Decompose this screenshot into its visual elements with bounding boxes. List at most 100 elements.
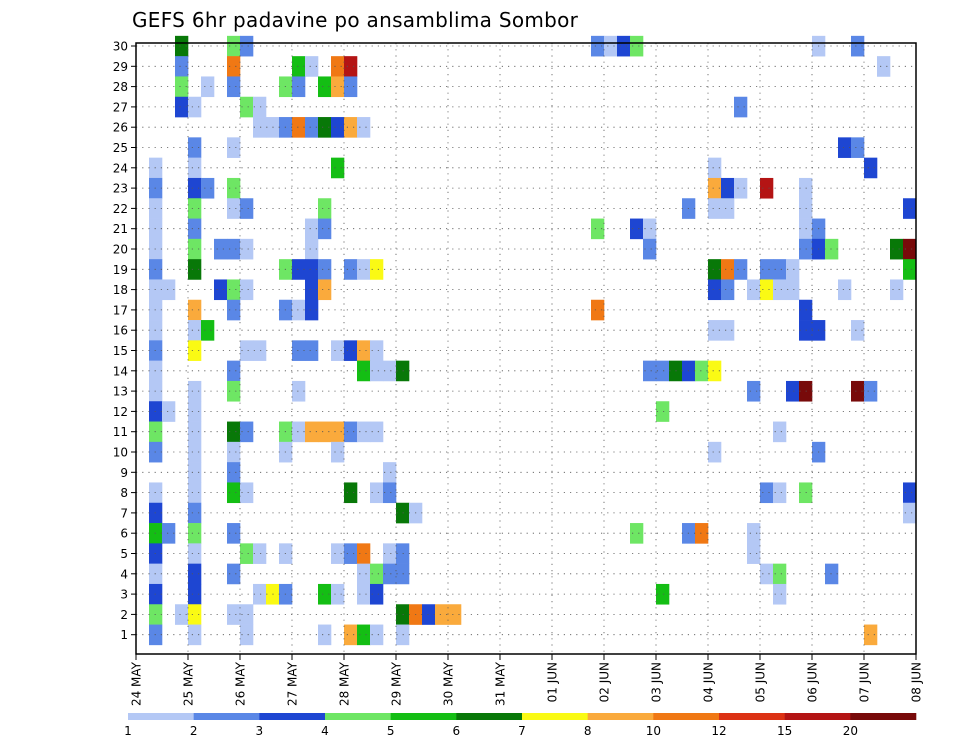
y-axis-ticks: 1234567891011121314151617181920212223242…: [113, 40, 136, 642]
grid-lines: [136, 43, 916, 654]
colorbar-swatch: [784, 713, 851, 720]
colorbar-label: 7: [518, 724, 526, 738]
cell-member-22-step-8: [240, 198, 254, 219]
cell-member-19-step-44: [708, 259, 722, 280]
cell-member-14-step-7: [227, 360, 241, 382]
cell-member-18-step-48: [760, 279, 774, 301]
cell-member-18-step-50: [786, 279, 800, 301]
cell-member-12-step-2: [162, 401, 176, 422]
cell-member-30-step-3: [175, 35, 189, 57]
cell-member-29-step-57: [877, 56, 891, 77]
y-tick-label: 12: [113, 405, 128, 419]
cell-member-13-step-7: [227, 380, 241, 402]
cell-member-9-step-4: [188, 462, 202, 483]
cell-member-11-step-49: [773, 421, 787, 443]
cell-member-10-step-4: [188, 441, 202, 463]
y-tick-label: 30: [113, 40, 128, 54]
x-tick-label: 04 JUN: [702, 662, 716, 702]
x-tick-label: 28 MAY: [338, 661, 352, 706]
cell-member-29-step-7: [227, 56, 241, 77]
cell-member-16-step-45: [721, 320, 735, 341]
cell-member-18-step-44: [708, 279, 722, 301]
cell-member-9-step-7: [227, 462, 241, 483]
colorbar-swatch: [653, 713, 720, 720]
cell-member-30-step-38: [630, 35, 644, 57]
cell-member-20-step-59: [903, 238, 917, 260]
cell-member-27-step-8: [240, 96, 254, 118]
cell-member-8-step-19: [383, 482, 397, 504]
cell-member-14-step-19: [383, 360, 397, 382]
cell-member-18-step-2: [162, 279, 176, 301]
cell-member-19-step-45: [721, 259, 735, 280]
cell-member-29-step-12: [292, 56, 306, 77]
cell-member-11-step-18: [370, 421, 384, 443]
cell-member-29-step-15: [331, 56, 345, 77]
y-tick-label: 6: [120, 527, 128, 541]
cell-member-15-step-17: [357, 340, 371, 361]
y-tick-label: 16: [113, 324, 128, 338]
cell-member-18-step-13: [305, 279, 319, 301]
cell-member-2-step-4: [188, 604, 202, 625]
cell-member-3-step-4: [188, 583, 202, 605]
heatmap-cells: [149, 35, 917, 646]
cell-member-13-step-12: [292, 380, 306, 402]
cell-member-11-step-4: [188, 421, 202, 443]
cell-member-2-step-8: [240, 604, 254, 625]
colorbar-swatch: [522, 713, 588, 720]
cell-member-13-step-55: [851, 380, 865, 402]
cell-member-25-step-7: [227, 137, 241, 158]
colorbar-swatch: [390, 713, 457, 720]
cell-member-19-step-46: [734, 259, 748, 280]
cell-member-11-step-13: [305, 421, 319, 443]
cell-member-16-step-5: [201, 320, 215, 341]
cell-member-23-step-46: [734, 177, 748, 199]
cell-member-15-step-8: [240, 340, 254, 361]
cell-member-5-step-4: [188, 543, 202, 564]
cell-member-11-step-15: [331, 421, 345, 443]
cell-member-27-step-46: [734, 96, 748, 118]
cell-member-19-step-16: [344, 259, 358, 280]
cell-member-26-step-14: [318, 117, 332, 138]
cell-member-29-step-3: [175, 56, 189, 77]
x-tick-label: 31 MAY: [494, 661, 508, 706]
cell-member-4-step-18: [370, 563, 384, 585]
cell-member-1-step-14: [318, 624, 332, 646]
y-tick-label: 25: [113, 141, 128, 155]
cell-member-15-step-16: [344, 340, 358, 361]
cell-member-2-step-7: [227, 604, 241, 625]
cell-member-17-step-35: [591, 299, 605, 321]
colorbar-label: 1: [124, 724, 132, 738]
x-tick-label: 29 MAY: [390, 661, 404, 706]
cell-member-11-step-16: [344, 421, 358, 443]
cell-member-19-step-17: [357, 259, 371, 280]
cell-member-18-step-47: [747, 279, 761, 301]
cell-member-4-step-4: [188, 563, 202, 585]
x-tick-label: 30 MAY: [442, 661, 456, 706]
cell-member-20-step-7: [227, 238, 241, 260]
y-tick-label: 1: [120, 628, 128, 642]
cell-member-2-step-3: [175, 604, 189, 625]
cell-member-14-step-39: [643, 360, 657, 382]
cell-member-6-step-47: [747, 523, 761, 544]
colorbar-swatch: [719, 713, 785, 720]
y-tick-label: 23: [113, 182, 128, 196]
cell-member-22-step-59: [903, 198, 917, 219]
cell-member-21-step-14: [318, 218, 332, 240]
cell-member-18-step-6: [214, 279, 228, 301]
cell-member-18-step-58: [890, 279, 904, 301]
colorbar: 1 2 3 4 5 6 7 8 10 12 15 20: [124, 713, 917, 738]
cell-member-26-step-13: [305, 117, 319, 138]
colorbar-label: 8: [584, 724, 592, 738]
cell-member-23-step-5: [201, 177, 215, 199]
cell-member-18-step-7: [227, 279, 241, 301]
cell-member-11-step-17: [357, 421, 371, 443]
cell-member-20-step-58: [890, 238, 904, 260]
cell-member-13-step-4: [188, 380, 202, 402]
cell-member-6-step-38: [630, 523, 644, 544]
y-tick-label: 4: [120, 567, 128, 581]
y-tick-label: 18: [113, 283, 128, 297]
cell-member-17-step-7: [227, 299, 241, 321]
y-tick-label: 21: [113, 222, 128, 236]
cell-member-19-step-18: [370, 259, 384, 280]
